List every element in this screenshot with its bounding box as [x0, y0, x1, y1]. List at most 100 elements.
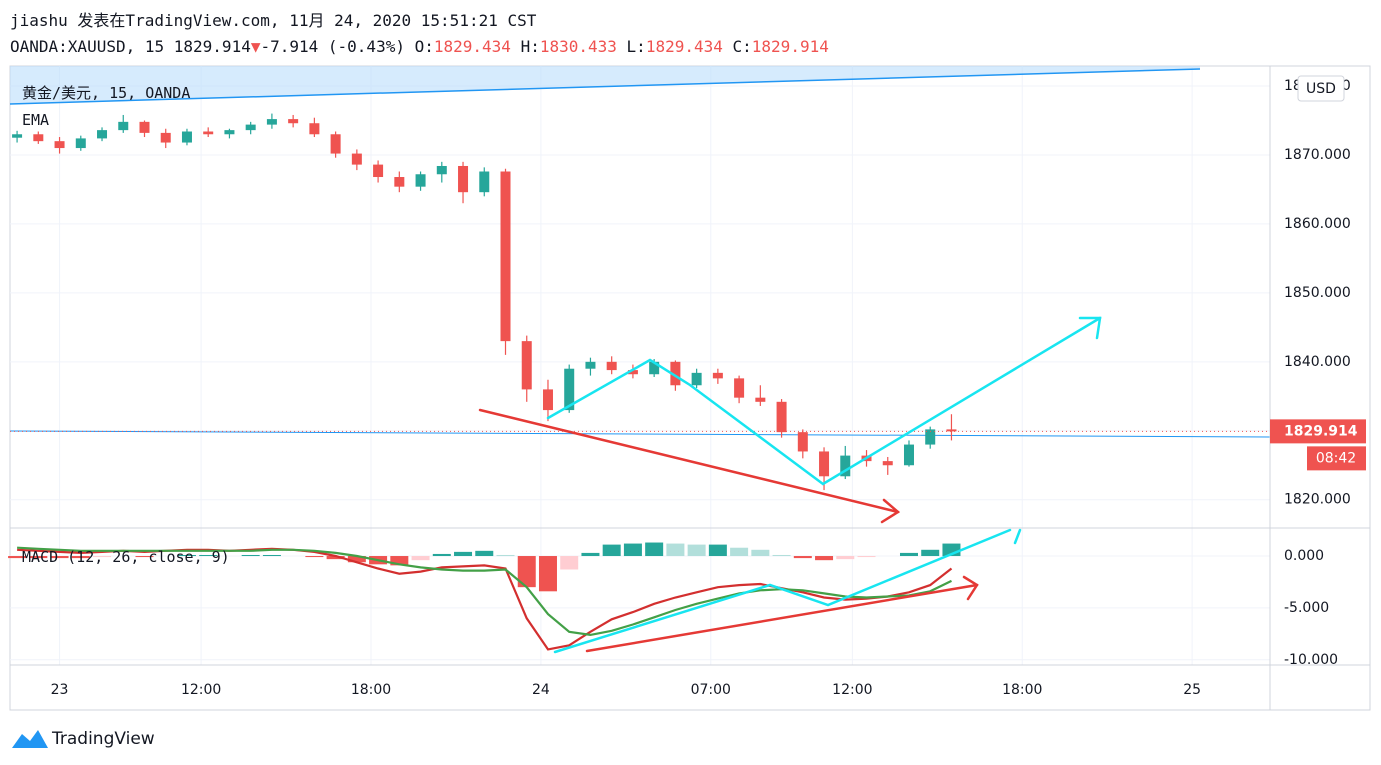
y-tick-label: 1840.000	[1284, 354, 1351, 370]
candle-body	[585, 361, 596, 369]
x-tick-label: 12:00	[181, 682, 221, 698]
candle-body	[670, 361, 681, 386]
y-tick-label: 1870.000	[1284, 147, 1351, 163]
histogram-bar	[50, 556, 69, 559]
candle-body	[97, 130, 108, 139]
x-tick-label: 24	[532, 682, 550, 698]
y-tick-label: 1860.000	[1284, 216, 1351, 232]
h-label: H:	[521, 37, 540, 56]
l-label: L:	[627, 37, 646, 56]
histogram-bar	[29, 556, 48, 559]
histogram-bar	[347, 556, 366, 563]
candle-body	[33, 134, 44, 142]
histogram-bar	[899, 552, 918, 557]
o-value: 1829.434	[434, 37, 511, 56]
candle-body	[691, 372, 702, 386]
macd-legend: MACD (12, 26, close, 9)	[22, 548, 230, 566]
symbol: OANDA:XAUUSD, 15	[10, 37, 164, 56]
drawings	[478, 316, 1102, 654]
candle-body	[351, 153, 362, 165]
histogram-bar	[857, 556, 876, 558]
price-tag-text: 1829.914	[1284, 423, 1358, 439]
y-tick-label: -5.000	[1284, 600, 1329, 616]
histogram-bar	[71, 556, 90, 559]
h-value: 1830.433	[540, 37, 617, 56]
macd-cyan-tail	[1013, 528, 1022, 545]
candle-body	[373, 164, 384, 178]
histogram-bar	[454, 551, 473, 557]
last: 1829.914	[174, 37, 251, 56]
currency-badge[interactable]	[1297, 75, 1345, 102]
histogram-bar	[751, 549, 770, 557]
histogram-bar	[199, 554, 218, 557]
price-legend: 黄金/美元, 15, OANDA	[22, 84, 190, 102]
countdown-text: 08:42	[1316, 450, 1356, 466]
histogram-bar	[793, 556, 812, 559]
histogram-bar	[815, 556, 834, 561]
candle-body	[436, 165, 447, 175]
channel-line	[9, 68, 1201, 105]
macd-line	[17, 546, 952, 637]
x-tick-label: 12:00	[832, 682, 872, 698]
candle-body	[882, 461, 893, 466]
candle-body	[139, 121, 150, 133]
candle-body	[925, 429, 936, 445]
candle-body	[288, 119, 299, 124]
y-tick-label: 0.000	[1284, 548, 1324, 564]
histogram-bar	[93, 556, 112, 558]
candle-body	[797, 432, 808, 452]
histogram-bar	[560, 556, 579, 570]
macd-cyan-path	[553, 528, 1012, 654]
candle-body	[118, 121, 129, 131]
candle-body	[394, 177, 405, 187]
author-line: jiashu 发表在TradingView.com, 11月 24, 2020 …	[10, 11, 537, 30]
histogram-bar	[475, 550, 494, 557]
x-tick-label: 25	[1183, 682, 1201, 698]
histogram-bar	[581, 552, 600, 557]
histogram-bar	[305, 556, 324, 558]
x-tick-label: 18:00	[351, 682, 391, 698]
histogram-bar	[730, 547, 749, 557]
currency[interactable]: USD	[1306, 81, 1336, 97]
red-trend	[478, 408, 900, 514]
candle-body	[224, 130, 235, 135]
c-label: C:	[733, 37, 752, 56]
histogram-bar	[687, 544, 706, 557]
histogram-bar	[135, 556, 154, 558]
candle-body	[458, 165, 469, 193]
candle-body	[54, 141, 65, 149]
candle-body	[479, 171, 490, 193]
arrow: ▼	[251, 37, 261, 56]
candle-body	[819, 451, 830, 477]
ohlc-line: OANDA:XAUUSD, 15 1829.914▼-7.914 (-0.43%…	[10, 37, 829, 56]
marks	[8, 113, 1270, 651]
c-value: 1829.914	[752, 37, 829, 56]
histogram-bar	[538, 556, 557, 592]
candle-body	[755, 397, 766, 402]
histogram-bar	[708, 544, 727, 557]
price-tag	[1270, 419, 1366, 444]
histogram-bar	[517, 556, 536, 588]
histogram-bar	[602, 544, 621, 557]
candle-body	[649, 361, 660, 375]
candle-body	[500, 171, 511, 342]
candle-body	[903, 444, 914, 466]
y-tick-label: 1850.000	[1284, 285, 1351, 301]
candle-body	[542, 389, 553, 411]
histogram-bar	[921, 549, 940, 557]
candle-body	[415, 174, 426, 187]
candle-body	[606, 361, 617, 371]
candle-body	[75, 138, 86, 149]
chart-frame	[9, 65, 1371, 711]
candle-body	[946, 429, 957, 432]
macd-red-arrowhead	[962, 575, 979, 601]
candle-body	[181, 131, 192, 143]
countdown-tag	[1307, 446, 1366, 471]
histogram-bar	[411, 556, 430, 561]
candle-body	[266, 119, 277, 125]
histogram-bar	[496, 554, 515, 557]
histogram-bar	[836, 556, 855, 560]
x-tick-label: 07:00	[691, 682, 731, 698]
histogram-bar	[645, 542, 664, 557]
